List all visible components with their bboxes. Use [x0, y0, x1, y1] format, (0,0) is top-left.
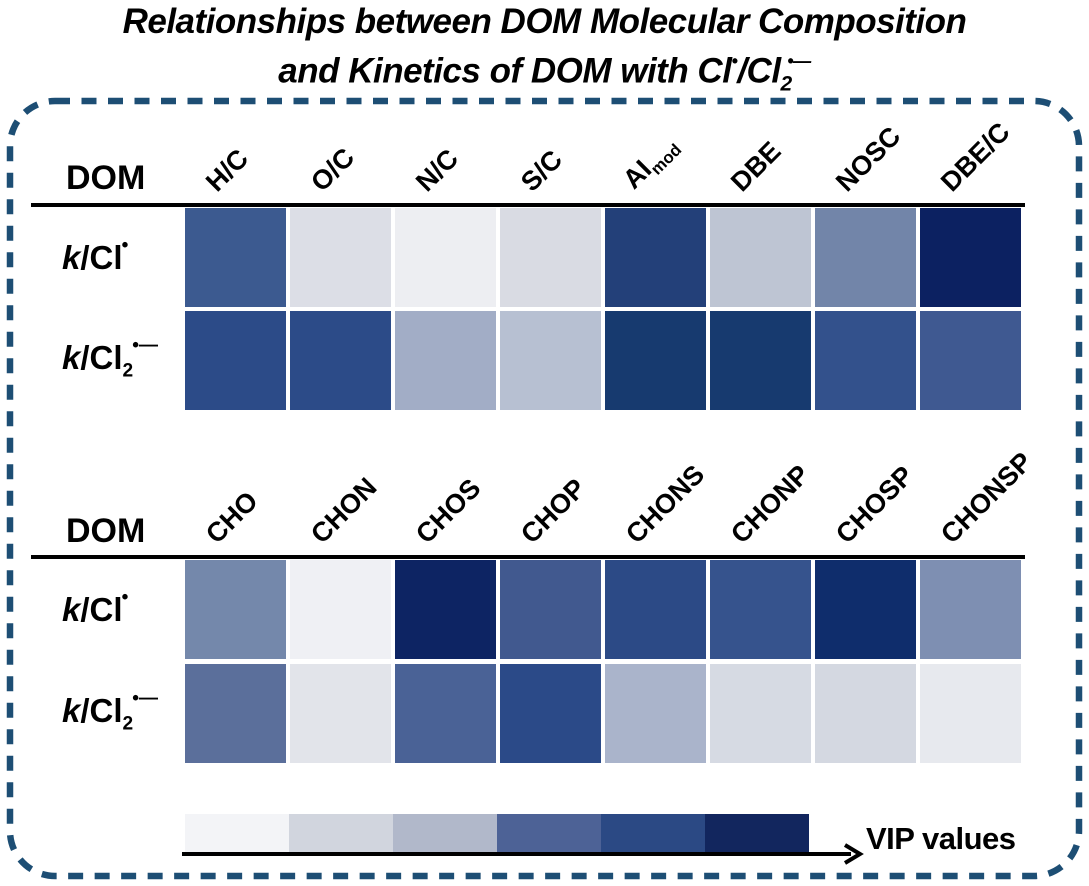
heatmap-cell — [815, 208, 916, 307]
heatmap-cell — [605, 208, 706, 307]
heatmap-cell — [920, 311, 1021, 410]
heatmap-cell — [290, 208, 391, 307]
heatmap-cell — [710, 208, 811, 307]
row-header-title: DOM — [66, 159, 146, 197]
row-label: k/Cl2•— — [62, 334, 159, 382]
legend-swatch — [705, 814, 809, 852]
heatmap-cell — [710, 560, 811, 659]
figure-title: Relationships between DOM Molecular Comp… — [0, 0, 1089, 106]
row-header-title: DOM — [66, 512, 146, 550]
heatmap-cell — [815, 664, 916, 763]
heatmap-cell — [395, 664, 496, 763]
heatmap-cell — [395, 311, 496, 410]
heatmap-cell — [920, 664, 1021, 763]
heatmap-cell — [500, 560, 601, 659]
title-line-2: and Kinetics of DOM with Cl•/Cl2•— — [278, 51, 811, 96]
header-rule — [31, 203, 1025, 207]
legend-swatch — [289, 814, 393, 852]
legend-label: VIP values — [866, 821, 1016, 856]
heatmap-cell — [500, 664, 601, 763]
heatmap-cell — [605, 560, 706, 659]
legend-swatch — [497, 814, 601, 852]
heatmap-cell — [395, 208, 496, 307]
heatmap-cell — [290, 311, 391, 410]
heatmap-cell — [185, 560, 286, 659]
legend-arrow-icon — [182, 843, 864, 865]
legend-swatch — [393, 814, 497, 852]
heatmap-cell — [815, 311, 916, 410]
vip-color-scale — [185, 814, 809, 852]
heatmap-cell — [185, 311, 286, 410]
row-label: k/Cl• — [62, 586, 129, 628]
title-line-1: Relationships between DOM Molecular Comp… — [122, 2, 967, 41]
heatmap-cell — [815, 560, 916, 659]
heatmap-cell — [605, 664, 706, 763]
heatmap-cell — [710, 311, 811, 410]
heatmap-cell — [500, 208, 601, 307]
heatmap-row — [185, 560, 1021, 659]
heatmap-cell — [185, 208, 286, 307]
heatmap-cell — [395, 560, 496, 659]
heatmap-cell — [290, 560, 391, 659]
heatmap-row — [185, 664, 1021, 763]
heatmap-cell — [920, 560, 1021, 659]
legend-swatch — [601, 814, 705, 852]
heatmap-cell — [290, 664, 391, 763]
heatmap-cell — [710, 664, 811, 763]
heatmap-row — [185, 208, 1021, 307]
heatmap-cell — [605, 311, 706, 410]
heatmap-cell — [920, 208, 1021, 307]
row-label: k/Cl• — [62, 234, 129, 276]
legend-swatch — [185, 814, 289, 852]
row-label: k/Cl2•— — [62, 687, 159, 735]
heatmap-cell — [500, 311, 601, 410]
header-rule — [31, 555, 1025, 559]
heatmap-row — [185, 311, 1021, 410]
heatmap-cell — [185, 664, 286, 763]
